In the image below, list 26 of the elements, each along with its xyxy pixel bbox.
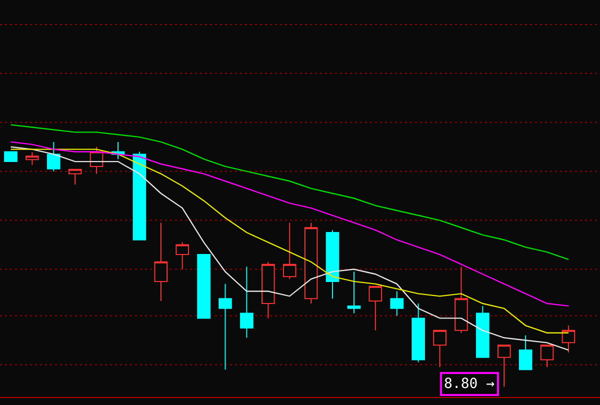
- candlestick: [154, 222, 168, 302]
- candlestick: [282, 222, 296, 280]
- candlestick: [46, 141, 60, 172]
- candlestick: [68, 168, 82, 186]
- candlestick: [218, 283, 232, 370]
- candlestick: [562, 325, 576, 353]
- candlestick: [497, 344, 511, 388]
- candlestick: [304, 222, 318, 304]
- candlestick: [433, 330, 446, 368]
- candlestick: [261, 261, 275, 319]
- candlestick: [476, 305, 490, 358]
- candlestick: [412, 303, 425, 363]
- candlestick: [518, 334, 532, 370]
- candlestick: [176, 242, 189, 270]
- annotation: 8.80 →: [444, 376, 495, 392]
- candlestick: [240, 266, 254, 338]
- candlestick: [132, 151, 146, 240]
- candlestick: [197, 254, 210, 319]
- candlestick: [26, 152, 39, 166]
- candlestick: [454, 266, 468, 334]
- candlestick: [326, 230, 340, 300]
- candlestick: [390, 290, 404, 316]
- candlestick: [540, 344, 554, 368]
- candlestick: [368, 286, 382, 331]
- candlestick: [347, 271, 361, 314]
- candlestick: [4, 151, 18, 162]
